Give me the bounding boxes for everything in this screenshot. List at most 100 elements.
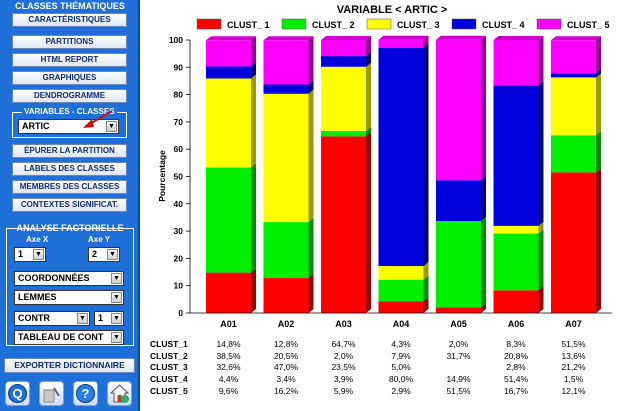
help-icon: ? [76, 384, 95, 403]
home-button[interactable] [107, 381, 132, 406]
tableau-select[interactable]: TABLEAU DE CONT ▼ [14, 330, 124, 345]
bar-top-A07 [551, 36, 601, 41]
table-cell: 21,2% [561, 362, 586, 372]
bar-side-A06-CLUST_3 [538, 221, 544, 234]
x-tick-label-A05: A05 [450, 319, 467, 329]
help-button[interactable]: ? [73, 381, 98, 406]
bar-side-A02-CLUST_3 [308, 89, 314, 223]
bar-A05-CLUST_2 [436, 220, 481, 308]
bar-side-A05-CLUST_4 [481, 176, 486, 221]
lemmes-select[interactable]: LEMMES ▼ [14, 290, 124, 305]
y-tick-label: 70 [174, 117, 184, 127]
cursor-tool-button[interactable] [39, 381, 64, 406]
analyse-factorielle-frame [6, 228, 134, 346]
table-row-label-CLUST_3: CLUST_3 [150, 362, 188, 372]
axe-y-value: 2 [92, 249, 98, 259]
svg-text:Q: Q [12, 386, 22, 401]
y-tick-label: 10 [174, 281, 184, 291]
axe-x-select[interactable]: 1 ▼ [14, 247, 46, 262]
y-axis-label: Pourcentage [157, 150, 167, 202]
analyse-section-title: ANALYSE FACTORIELLE [16, 223, 124, 233]
y-tick-label: 0 [178, 308, 183, 318]
bar-side-A03-CLUST_5 [366, 36, 371, 57]
coordonnees-select[interactable]: COORDONNÉES ▼ [14, 271, 124, 286]
chevron-down-icon: ▼ [106, 121, 117, 132]
legend-label-1: CLUST_ 1 [227, 20, 270, 30]
y-tick-label: 20 [174, 253, 184, 263]
bar-A03-CLUST_5 [321, 40, 366, 57]
bar-top-A06 [493, 36, 544, 40]
table-row-label-CLUST_2: CLUST_2 [150, 351, 188, 361]
help-q-icon: Q [8, 384, 27, 403]
table-row-label-CLUST_1: CLUST_1 [150, 339, 188, 349]
bar-side-A03-CLUST_3 [366, 62, 371, 131]
bar-side-A01-CLUST_2 [251, 163, 256, 273]
table-cell: 23,5% [331, 362, 356, 372]
contextes-significat-button[interactable]: CONTEXTES SIGNIFICAT. [12, 198, 127, 212]
y-tick-label: 100 [169, 35, 183, 45]
epurer-partition-button[interactable]: ÉPURER LA PARTITION [12, 144, 127, 158]
help-q-button[interactable]: Q [5, 381, 30, 406]
bar-A06-CLUST_5 [493, 40, 539, 86]
contr-select[interactable]: CONTR ▼ [14, 311, 90, 326]
bar-A02-CLUST_5 [263, 40, 309, 85]
table-cell: 2,0% [449, 339, 469, 349]
chevron-down-icon: ▼ [111, 292, 122, 303]
html-report-button[interactable]: HTML REPORT [12, 53, 127, 67]
axe-y-label: Axe Y [86, 235, 113, 244]
table-cell: 14,9% [446, 374, 471, 384]
axe-y-select[interactable]: 2 ▼ [88, 247, 120, 262]
y-tick-label: 40 [174, 199, 184, 209]
table-cell: 7,9% [391, 351, 411, 361]
bar-side-A04-CLUST_3 [423, 262, 429, 280]
table-cell: 3,4% [276, 374, 296, 384]
contr-value: CONTR [18, 313, 50, 323]
legend-label-5: CLUST_ 5 [567, 20, 610, 30]
bar-side-A06-CLUST_4 [538, 81, 544, 226]
legend-label-2: CLUST_ 2 [312, 20, 355, 30]
x-tick-label-A06: A06 [508, 319, 525, 329]
bar-side-A02-CLUST_5 [308, 36, 314, 85]
bar-A01-CLUST_2 [206, 167, 251, 273]
bar-side-A05-CLUST_1 [481, 303, 486, 313]
bar-side-A07-CLUST_3 [596, 73, 601, 136]
caracteristiques-button[interactable]: CARACTÉRISTIQUES [12, 13, 127, 27]
table-cell: 38,5% [216, 351, 241, 361]
contr-number-select[interactable]: 1 ▼ [94, 311, 124, 326]
chart: VARIABLE < ARTIC > CLUST_ 1 CLUST_ 2 CLUST… [150, 4, 612, 396]
bar-side-A07-CLUST_5 [596, 36, 601, 74]
y-tick-label: 80 [174, 90, 184, 100]
table-cell: 80,0% [389, 374, 414, 384]
membres-classes-button[interactable]: MEMBRES DES CLASSES [12, 180, 127, 194]
sidebar: CLASSES THÉMATIQUES CARACTÉRISTIQUES PAR… [0, 0, 140, 411]
dendrogramme-button[interactable]: DENDROGRAMME [12, 89, 127, 103]
red-arrow-pointer-icon [83, 110, 113, 128]
cursor-tool-icon [43, 387, 60, 403]
bar-A03-CLUST_1 [321, 136, 366, 313]
bar-A04-CLUST_2 [378, 279, 424, 302]
x-tick-label-A03: A03 [335, 319, 352, 329]
partitions-button[interactable]: PARTITIONS [12, 35, 127, 49]
bar-side-A02-CLUST_4 [308, 80, 314, 94]
bar-A01-CLUST_3 [206, 78, 251, 168]
bar-A06-CLUST_2 [493, 233, 539, 291]
table-cell: 4,3% [391, 339, 411, 349]
table-cell: 14,8% [216, 339, 241, 349]
graphiques-button[interactable]: GRAPHIQUES [12, 71, 127, 85]
table-cell: 51,5% [446, 386, 471, 396]
chevron-down-icon: ▼ [111, 273, 122, 284]
exporter-dictionnaire-button[interactable]: EXPORTER DICTIONNAIRE [4, 358, 135, 373]
table-cell: 31,7% [446, 351, 471, 361]
bar-A06-CLUST_3 [493, 225, 539, 234]
y-tick-label: 30 [174, 226, 184, 236]
bar-side-A07-CLUST_1 [596, 168, 601, 313]
table-cell: 2,8% [506, 362, 526, 372]
bar-side-A01-CLUST_3 [251, 74, 256, 168]
labels-classes-button[interactable]: LABELS DES CLASSES [12, 162, 127, 176]
chart-title: VARIABLE < ARTIC > [337, 4, 448, 16]
table-cell: 20,5% [274, 351, 299, 361]
legend-swatch-5 [536, 18, 562, 30]
bar-A02-CLUST_3 [263, 93, 309, 223]
chevron-down-icon: ▼ [107, 249, 118, 260]
bar-side-A03-CLUST_2 [366, 126, 371, 137]
